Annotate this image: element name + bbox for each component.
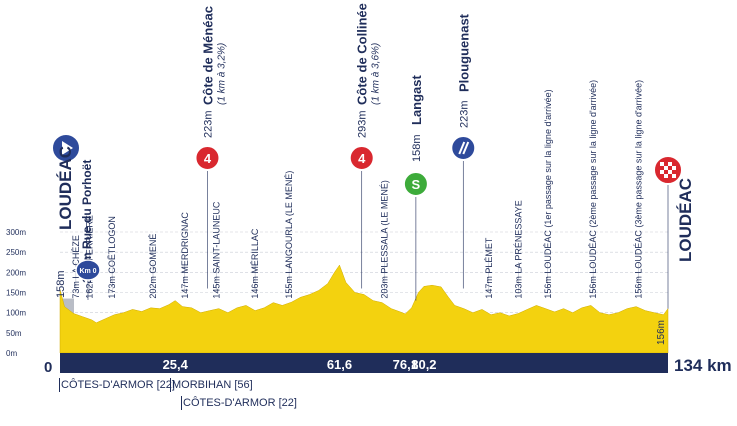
km-marker-label: 80,2 bbox=[411, 357, 436, 372]
y-tick-label: 50m bbox=[6, 329, 22, 338]
place-label: 162m LA FERRIÈRE bbox=[84, 215, 94, 299]
dept-text: MORBIHAN [56] bbox=[172, 378, 253, 391]
sprint-altitude: 158m bbox=[411, 134, 423, 162]
climb-altitude: 223m bbox=[202, 110, 214, 138]
dept-divider bbox=[181, 396, 182, 410]
place-label: 156m LOUDÉAC (1er passage sur la ligne d… bbox=[543, 89, 553, 298]
dept-label-cotes-darmor-1: CÔTES-D'ARMOR [22] bbox=[59, 378, 175, 392]
y-tick-label: 200m bbox=[6, 268, 26, 277]
y-tick-label: 250m bbox=[6, 248, 26, 257]
km0-text: Km 0 bbox=[79, 268, 96, 275]
start-finish-layer: LOUDÉAC 130m Rue du Porhoët 158m Km 0 LOUDÉA… bbox=[51, 133, 695, 345]
climb-detail: (1 km à 3,6%) bbox=[371, 43, 382, 105]
checker-cell bbox=[664, 174, 668, 178]
climb-markers: 4 223m Côte de Ménéac (1 km à 3,2%) 4 293m Côt… bbox=[194, 3, 477, 301]
dept-label-morbihan: MORBIHAN [56] bbox=[170, 378, 253, 392]
sprint-name: Langast bbox=[409, 74, 424, 125]
place-label: 146m MÉRILLAC bbox=[250, 228, 260, 299]
climb-category-text: 4 bbox=[358, 151, 366, 166]
play-triangle-icon bbox=[62, 141, 73, 155]
x-start-label: 0 bbox=[44, 359, 52, 376]
sprint-badge bbox=[402, 171, 429, 197]
place-label: 156m LOUDÉAC (3ème passage sur la ligne … bbox=[634, 80, 644, 299]
finish-town-label: LOUDÉAC bbox=[676, 178, 695, 262]
dept-divider bbox=[170, 378, 171, 392]
dept-text: CÔTES-D'ARMOR [22] bbox=[183, 396, 297, 409]
km0-badge bbox=[75, 259, 101, 281]
dept-label-cotes-darmor-2: CÔTES-D'ARMOR [22] bbox=[181, 396, 297, 410]
y-tick-label: 100m bbox=[6, 309, 26, 318]
place-label: 173m COËTLOGON bbox=[107, 216, 117, 299]
climb-name: Côte de Ménéac bbox=[200, 6, 215, 105]
feed-stroke bbox=[462, 141, 470, 155]
feed-stroke bbox=[458, 141, 466, 155]
climb-altitude: 293m bbox=[357, 110, 369, 138]
start-street-label: 130m Rue du Porhoët bbox=[80, 160, 94, 283]
sprint-badge-text: S bbox=[412, 177, 421, 192]
feed-altitude: 223m bbox=[458, 100, 470, 128]
place-label: 156m LOUDÉAC (2ème passage sur la ligne … bbox=[588, 80, 598, 299]
place-label: 145m SAINT-LAUNEUC bbox=[212, 201, 222, 299]
place-label: 203m PLESSALA (LE MENÉ) bbox=[379, 180, 389, 299]
finish-altitude: 156m bbox=[656, 320, 667, 345]
km-marker-label: 61,6 bbox=[327, 357, 352, 372]
place-label: 147m PLÉMET bbox=[484, 237, 494, 299]
km-marker-label: 76,1 bbox=[393, 357, 418, 372]
dept-divider bbox=[59, 378, 60, 392]
climb-category-badge bbox=[348, 145, 375, 171]
place-label: 147m MERDRIGNAC bbox=[180, 212, 190, 299]
y-tick-label: 150m bbox=[6, 289, 26, 298]
place-label: 202m GOMENÉ bbox=[148, 234, 158, 299]
climb-name: Côte de Collinée bbox=[355, 3, 370, 105]
checker-cell bbox=[672, 174, 676, 178]
place-label: 155m LANGOURLA (LE MENÉ) bbox=[284, 171, 294, 299]
feed-name: Plouguenast bbox=[456, 13, 471, 92]
checker-cell bbox=[664, 166, 668, 170]
dept-text: CÔTES-D'ARMOR [22] bbox=[61, 378, 175, 391]
y-tick-label: 300m bbox=[6, 228, 26, 237]
checker-cell bbox=[660, 170, 664, 174]
elevation-area bbox=[59, 264, 669, 354]
x-total-label: 134 km bbox=[674, 356, 732, 375]
km-marker-label: 25,4 bbox=[163, 357, 189, 372]
climb-category-text: 4 bbox=[204, 151, 212, 166]
start-altitude: 158m bbox=[55, 270, 67, 298]
checker-cell bbox=[668, 162, 672, 166]
checker-cell bbox=[668, 170, 672, 174]
distance-band: 0 134 km 25,4 61,6 76,180,2 bbox=[44, 353, 732, 376]
profile-layer bbox=[59, 264, 669, 354]
climb-detail: (1 km à 3,2%) bbox=[216, 43, 227, 105]
y-tick-label: 0m bbox=[6, 349, 17, 358]
y-axis: 0m 50m 100m 150m 200m 250m 300m bbox=[6, 228, 26, 358]
checker-cell bbox=[660, 162, 664, 166]
distance-band-bar bbox=[60, 353, 668, 373]
checker-cell bbox=[672, 166, 676, 170]
start-town-label: LOUDÉAC bbox=[56, 146, 75, 230]
place-label: 103m LA PRÉNESSAYE bbox=[513, 200, 523, 298]
feed-zone-icon bbox=[450, 135, 477, 161]
climb-category-badge bbox=[194, 145, 221, 171]
